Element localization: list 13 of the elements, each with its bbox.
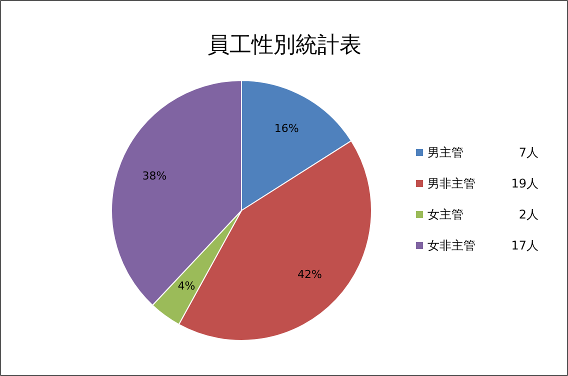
text: 19人 <box>511 176 539 190</box>
legend-label: 女非主管 <box>428 238 476 252</box>
legend-label: 女主管 <box>428 208 464 222</box>
legend-label: 男主管 <box>428 146 464 160</box>
data-label: 16% <box>274 122 299 135</box>
data-label: 42% <box>298 268 322 282</box>
chart-title: 員工性別統計表 <box>208 33 362 58</box>
data-label: 38% <box>142 170 167 183</box>
text: 2人 <box>518 208 539 222</box>
data-label: 4% <box>178 280 196 293</box>
legend-label: 男非主管 <box>428 176 476 190</box>
text: 7人 <box>518 146 539 160</box>
text: 17人 <box>511 238 539 252</box>
